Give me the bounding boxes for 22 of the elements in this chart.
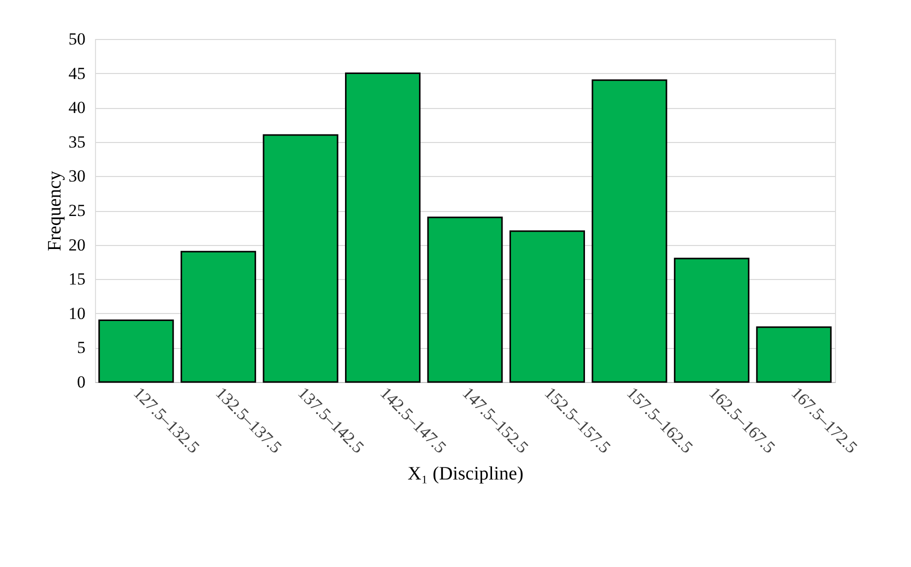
bar: [180, 250, 256, 383]
y-tick-label: 5: [77, 338, 86, 358]
y-tick-label: 25: [68, 201, 86, 220]
bar: [427, 216, 503, 383]
y-tick-label: 35: [68, 132, 86, 152]
y-tick-label: 30: [68, 166, 86, 186]
y-tick-label: 10: [68, 304, 86, 323]
y-tick-label: 45: [68, 64, 86, 83]
bar: [98, 320, 174, 383]
y-tick-label: 40: [68, 98, 86, 118]
y-tick-label: 15: [68, 270, 86, 289]
bar: [674, 258, 750, 383]
bar: [509, 230, 585, 383]
bar: [592, 79, 668, 383]
bar: [262, 134, 338, 383]
y-tick-label: 50: [68, 30, 86, 48]
y-axis-title: Frequency: [44, 170, 66, 252]
y-tick-label: 0: [77, 372, 86, 392]
bar: [345, 72, 421, 383]
y-tick-label: 20: [68, 235, 86, 254]
bar: [756, 326, 832, 383]
x-axis-title: X₁ (Discipline): [408, 463, 524, 484]
